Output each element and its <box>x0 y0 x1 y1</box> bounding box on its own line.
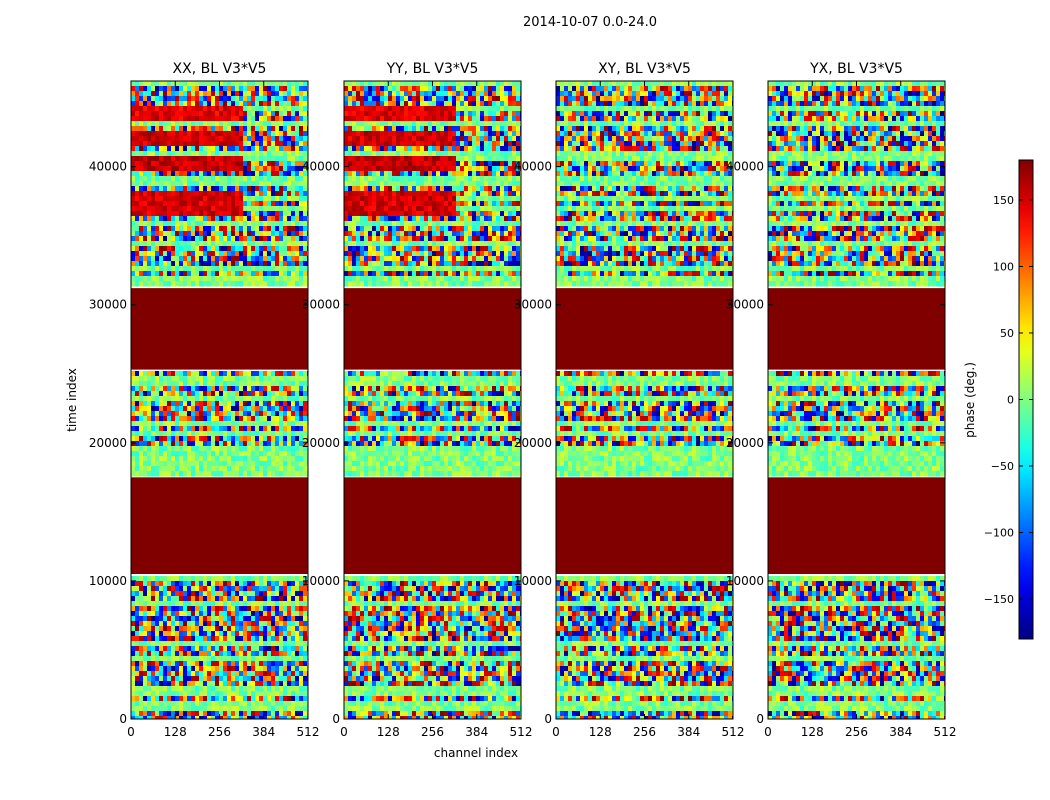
y-tick-label: 20000 <box>514 436 552 450</box>
y-tick-label: 10000 <box>89 574 127 588</box>
y-tick-label: 10000 <box>514 574 552 588</box>
x-tick-label: 0 <box>552 725 560 739</box>
x-tick-label: 256 <box>208 725 231 739</box>
colorbar-tick-label: 0 <box>1007 394 1014 407</box>
x-tick-label: 384 <box>889 725 912 739</box>
x-tick-label: 256 <box>633 725 656 739</box>
y-tick-label: 30000 <box>514 298 552 312</box>
colorbar-label: phase (deg.) <box>963 362 977 438</box>
x-tick-label: 512 <box>722 725 745 739</box>
y-tick-label: 30000 <box>726 298 764 312</box>
flagged-region <box>556 477 733 574</box>
y-tick-label: 0 <box>756 712 764 726</box>
flagged-region <box>131 288 308 370</box>
flagged-region <box>768 477 945 574</box>
colorbar-tick-label: 50 <box>1000 327 1014 340</box>
x-tick-label: 256 <box>421 725 444 739</box>
colorbar-tick-label: 100 <box>993 260 1014 273</box>
panel-xy: XY, BL V3*V5 0 128 256 384 512 0 10000 20000 3000… <box>514 61 745 739</box>
panel-xx: XX, BL V3*V5 0 128 256 384 512 0 10000 20000 3000… <box>89 61 320 739</box>
panel-title: YY, BL V3*V5 <box>386 61 479 77</box>
heatmap-image <box>131 81 308 719</box>
y-tick-label: 0 <box>119 712 127 726</box>
panel-title: XX, BL V3*V5 <box>173 61 267 77</box>
x-tick-label: 0 <box>764 725 772 739</box>
heatmap-image <box>344 81 521 719</box>
x-tick-label: 256 <box>845 725 868 739</box>
x-tick-label: 384 <box>677 725 700 739</box>
y-tick-label: 0 <box>544 712 552 726</box>
colorbar-tick-label: 150 <box>993 194 1014 207</box>
y-tick-label: 40000 <box>302 160 340 174</box>
colorbar-tick-label: −150 <box>984 593 1014 606</box>
x-tick-label: 128 <box>589 725 612 739</box>
flagged-region <box>556 288 733 370</box>
colorbar-tick-label: −50 <box>991 460 1014 473</box>
y-tick-label: 40000 <box>89 160 127 174</box>
y-tick-label: 20000 <box>89 436 127 450</box>
flagged-region <box>131 477 308 574</box>
y-tick-label: 10000 <box>302 574 340 588</box>
y-tick-label: 20000 <box>726 436 764 450</box>
flagged-region <box>768 288 945 370</box>
y-tick-label: 40000 <box>726 160 764 174</box>
y-tick-label: 10000 <box>726 574 764 588</box>
x-tick-label: 512 <box>934 725 957 739</box>
heatmap-image <box>768 81 945 719</box>
flagged-region <box>344 477 521 574</box>
x-tick-label: 512 <box>297 725 320 739</box>
panel-yy: YY, BL V3*V5 0 128 256 384 512 0 10000 20000 3000… <box>302 61 533 739</box>
y-tick-label: 0 <box>332 712 340 726</box>
colorbar-tick-label: −100 <box>984 527 1014 540</box>
x-tick-label: 128 <box>801 725 824 739</box>
panels-group: XX, BL V3*V5 0 128 256 384 512 0 10000 20000 3000… <box>89 61 957 739</box>
x-tick-label: 0 <box>340 725 348 739</box>
panel-yx: YX, BL V3*V5 0 128 256 384 512 0 10000 20000 3000… <box>726 61 957 739</box>
y-tick-label: 30000 <box>302 298 340 312</box>
x-tick-label: 128 <box>377 725 400 739</box>
y-axis-label: time index <box>65 368 79 432</box>
flagged-region <box>344 288 521 370</box>
heatmap-image <box>556 81 733 719</box>
x-tick-label: 384 <box>465 725 488 739</box>
x-tick-label: 0 <box>127 725 135 739</box>
y-tick-label: 40000 <box>514 160 552 174</box>
x-axis-label: channel index <box>434 746 518 760</box>
colorbar: 150 100 50 0 −50 −100 −150 <box>984 159 1034 640</box>
figure-suptitle: 2014-10-07 0.0-24.0 <box>523 15 657 30</box>
panel-title: YX, BL V3*V5 <box>809 61 903 77</box>
y-tick-label: 30000 <box>89 298 127 312</box>
x-tick-label: 512 <box>510 725 533 739</box>
panel-title: XY, BL V3*V5 <box>598 61 691 77</box>
x-tick-label: 384 <box>252 725 275 739</box>
y-tick-label: 20000 <box>302 436 340 450</box>
x-tick-label: 128 <box>164 725 187 739</box>
